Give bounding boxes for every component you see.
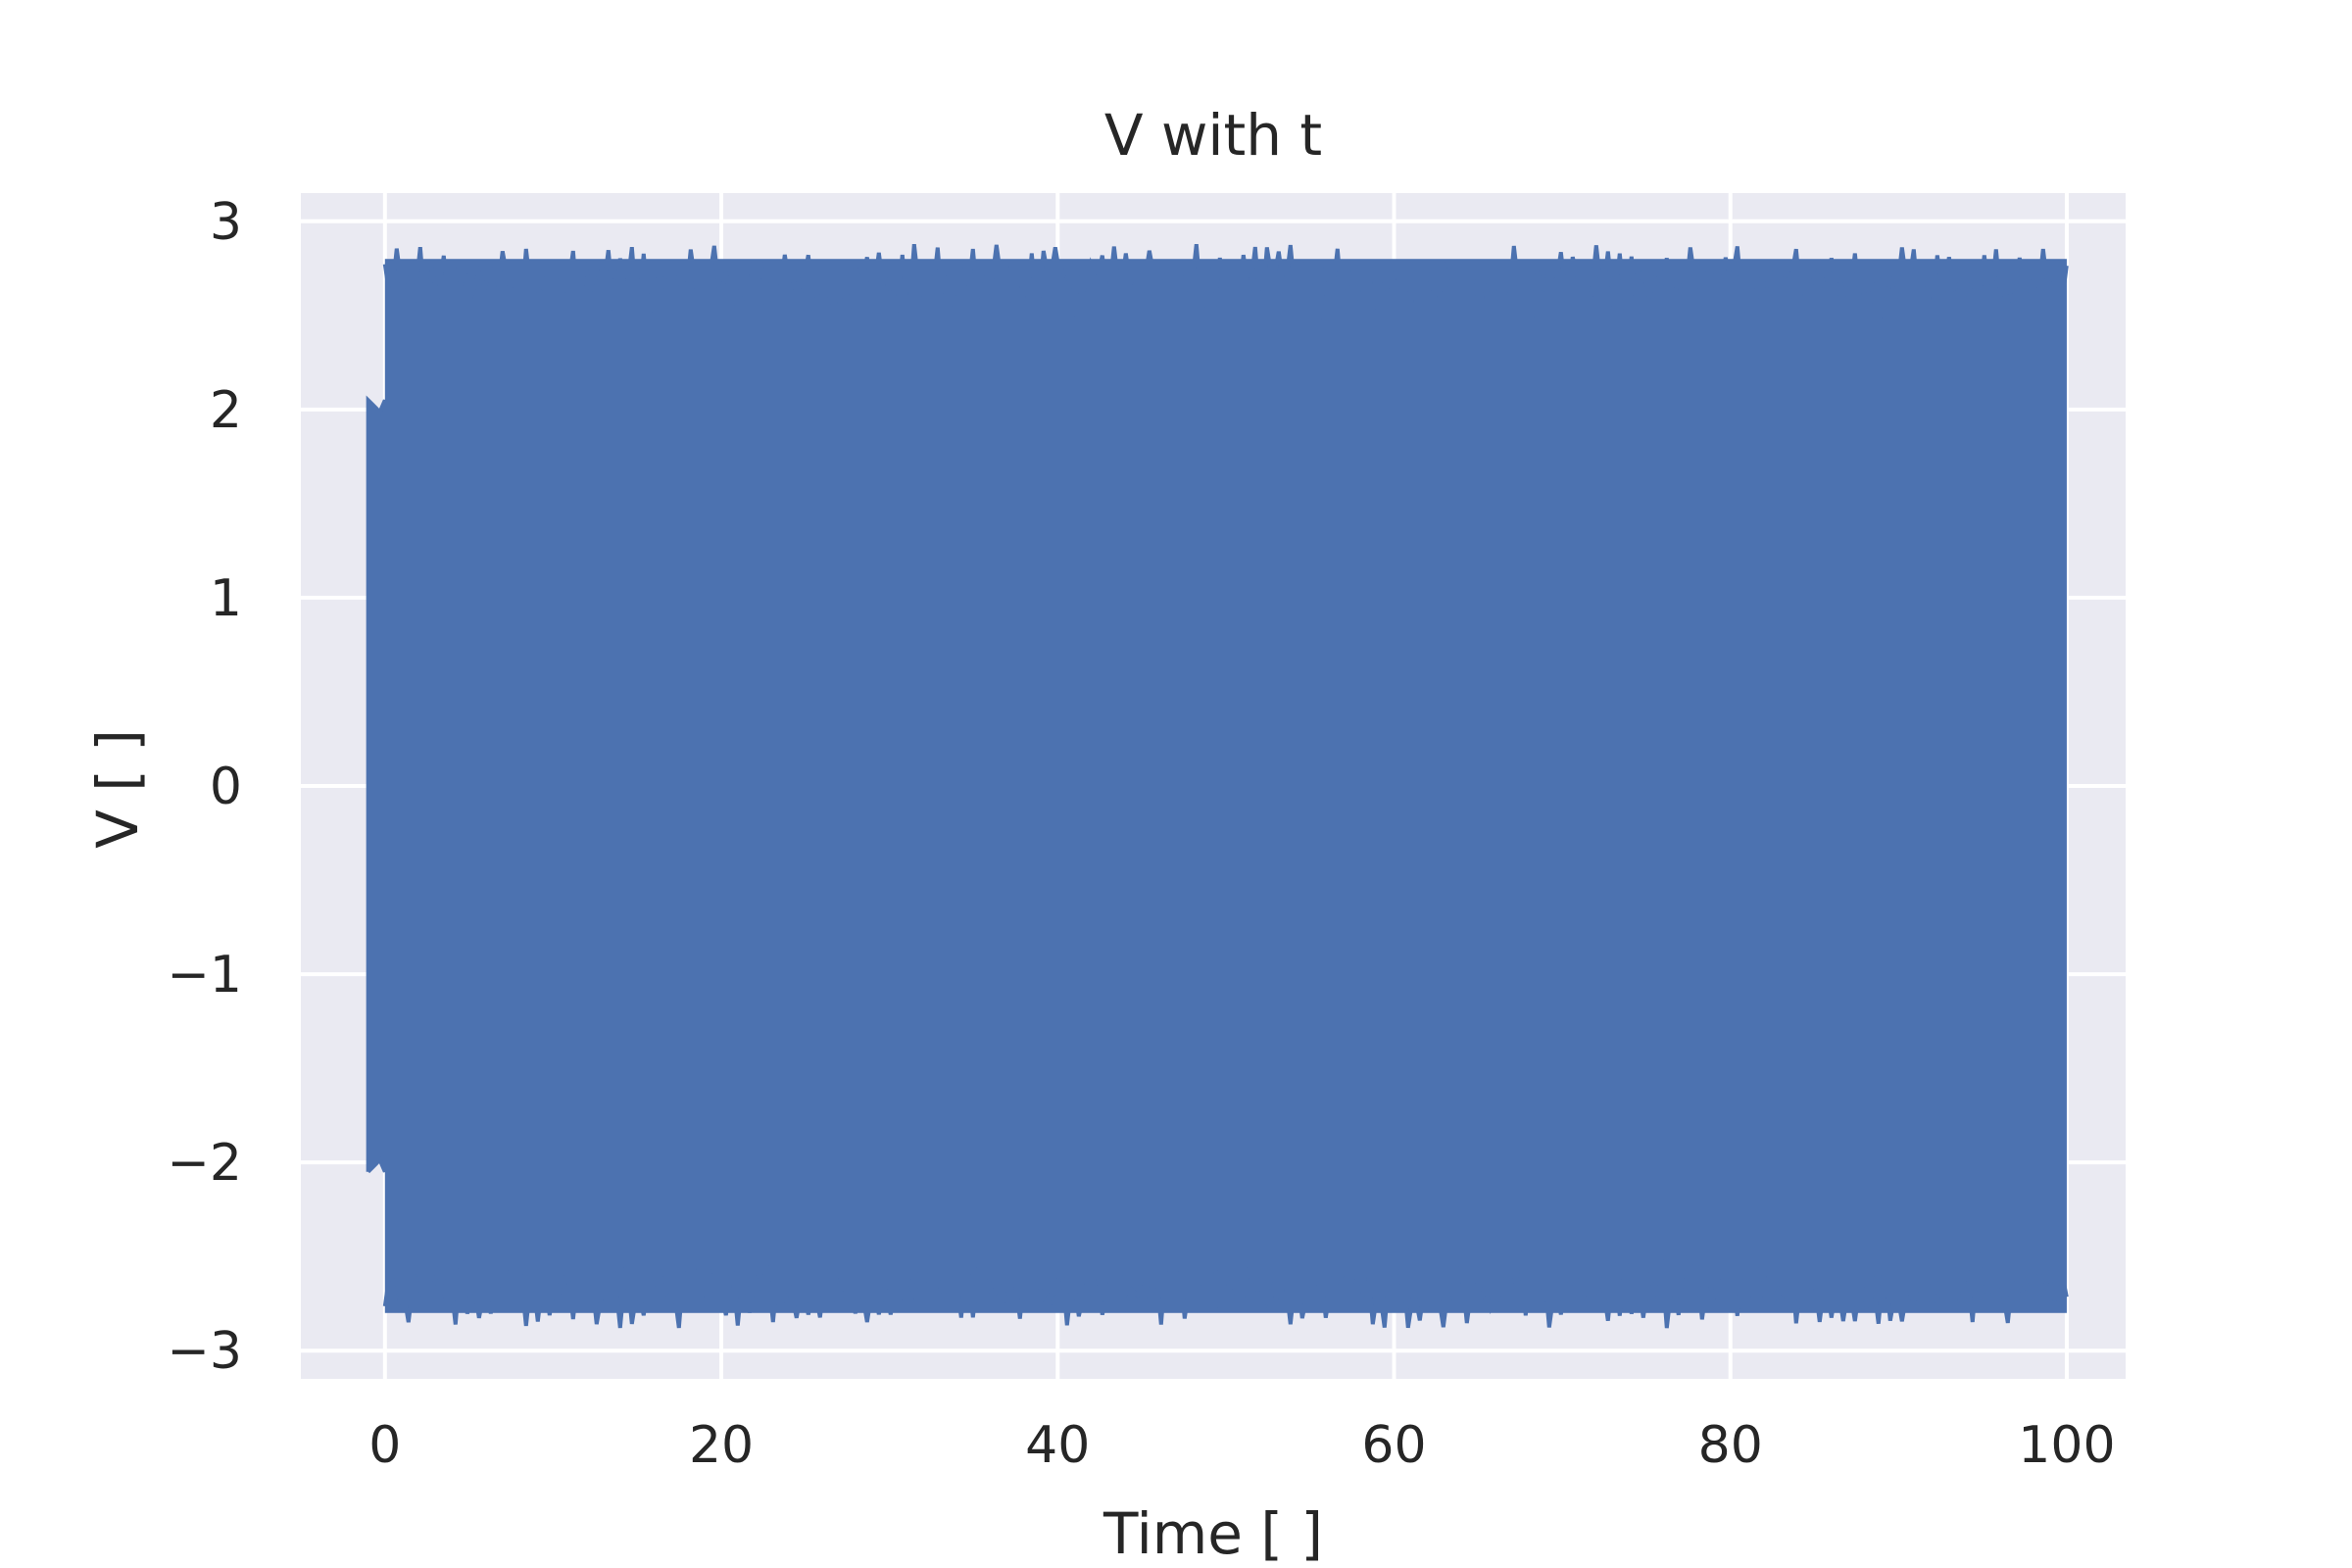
y-tick-label: −3 xyxy=(167,1322,242,1381)
series-edge-bottom xyxy=(382,1249,2069,1329)
x-tick-label: 40 xyxy=(1025,1416,1090,1475)
y-tick-label: −1 xyxy=(167,946,242,1004)
y-tick-label: 1 xyxy=(210,569,242,628)
series-edge-top xyxy=(382,243,2069,323)
series-fill xyxy=(384,259,2067,1313)
x-tick-label: 0 xyxy=(368,1416,401,1475)
chart-title: V with t xyxy=(1104,102,1322,169)
series-line xyxy=(366,243,2069,1329)
x-axis-label: Time [ ] xyxy=(1102,1500,1323,1567)
x-tick-label: 80 xyxy=(1698,1416,1763,1475)
y-tick-label: 3 xyxy=(210,193,242,252)
x-tick-label: 100 xyxy=(2018,1416,2115,1475)
x-tick-label: 20 xyxy=(689,1416,754,1475)
y-tick-label: −2 xyxy=(167,1134,242,1193)
x-tick-label: 60 xyxy=(1361,1416,1426,1475)
series-layer xyxy=(366,243,2069,1329)
y-tick-label: 2 xyxy=(210,381,242,440)
x-tick-labels: 0 20 40 60 80 100 xyxy=(368,1416,2115,1475)
y-tick-label: 0 xyxy=(210,758,242,816)
y-tick-labels: 3 2 1 0 −1 −2 −3 xyxy=(167,193,242,1381)
series-initial-segment xyxy=(366,395,387,1174)
y-axis-label: V [ ] xyxy=(84,729,151,849)
